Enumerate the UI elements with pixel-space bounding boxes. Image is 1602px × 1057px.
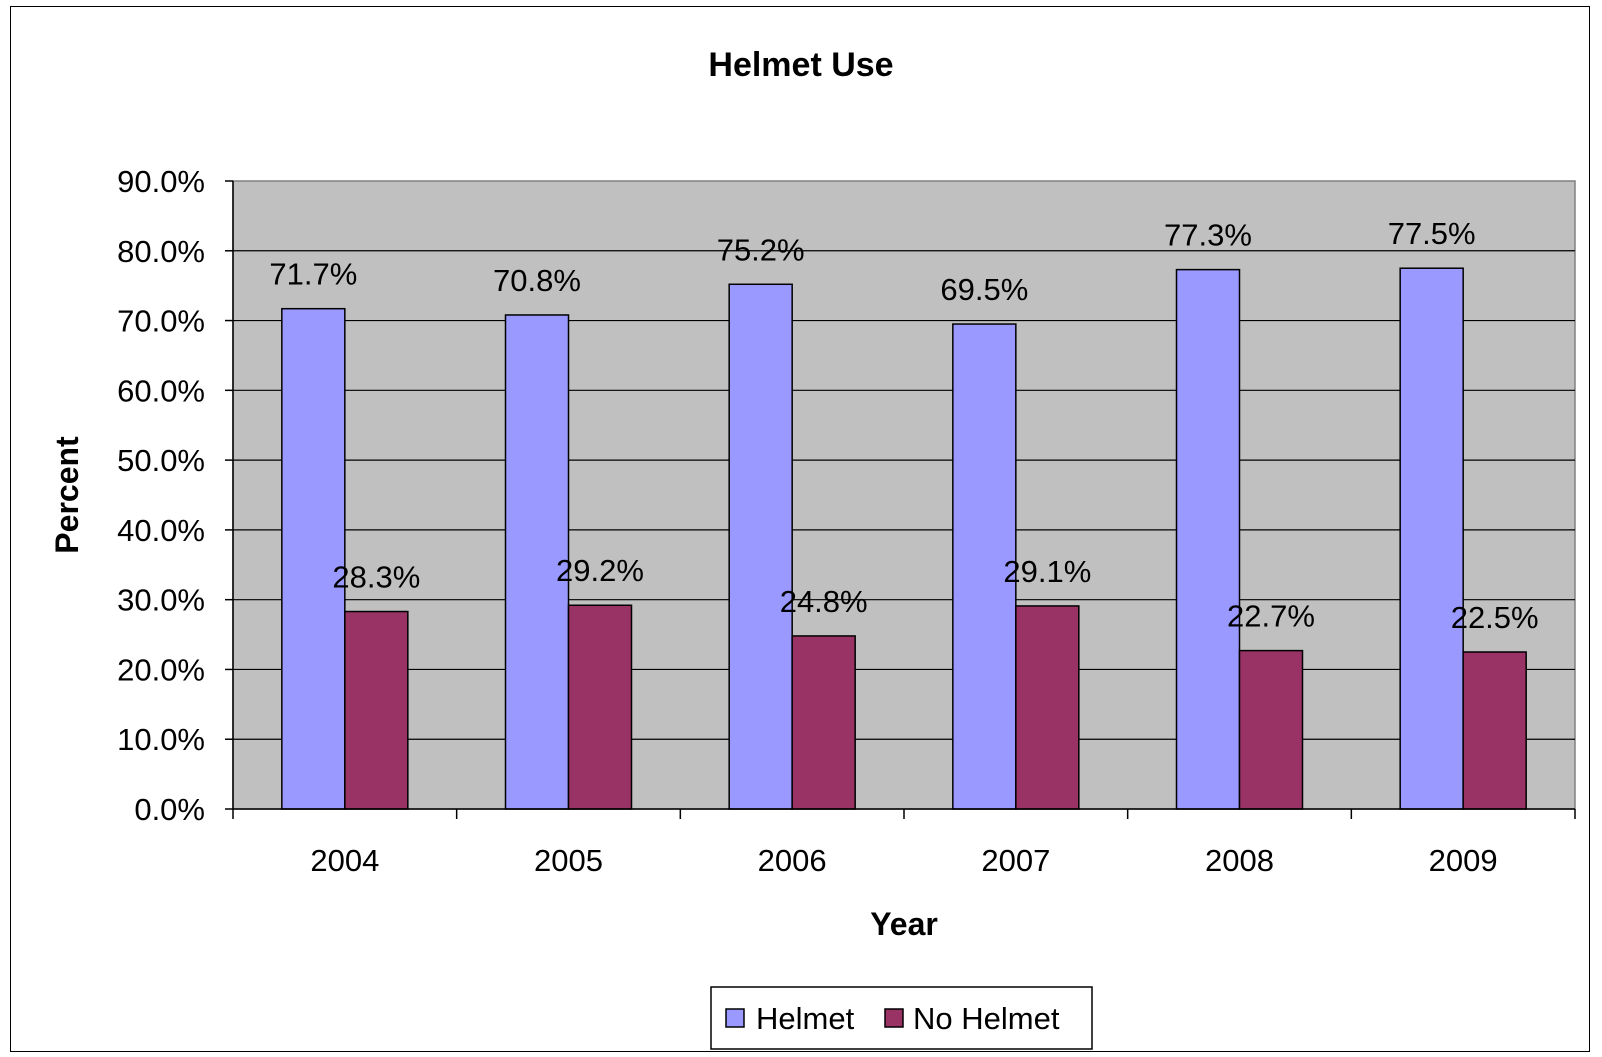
bar-no-helmet [1462,651,1527,810]
bar-helmet [952,323,1017,810]
y-tick-label: 50.0% [117,443,205,478]
legend: Helmet No Helmet [710,986,1093,1050]
data-label-helmet: 75.2% [717,232,805,267]
y-tick-label: 90.0% [117,164,205,199]
bar-no-helmet [1238,649,1304,810]
bar-no-helmet [344,610,409,810]
data-label-helmet: 70.8% [493,263,581,298]
bar-helmet [728,283,793,810]
y-tick-label: 30.0% [117,583,205,618]
bar-helmet [1399,267,1464,810]
axes: 0.0% 10.0% 20.0% 30.0% 40.0% 50.0% 60.0% 70.0% 8… [117,164,1576,878]
bar-no-helmet [567,604,633,810]
bars [281,267,1527,810]
plot-area [232,180,1576,810]
x-tick-label: 2009 [1429,843,1498,878]
data-label-no-helmet: 24.8% [780,584,868,619]
x-tick-label: 2006 [758,843,827,878]
legend-label-helmet: Helmet [756,1001,855,1036]
data-label-helmet: 77.3% [1164,218,1252,253]
x-tick-label: 2004 [310,843,379,878]
x-tick-label: 2005 [534,843,603,878]
y-tick-label: 20.0% [117,652,205,687]
data-label-no-helmet: 22.7% [1227,599,1315,634]
y-axis-title: Percent [49,436,85,554]
data-label-no-helmet: 29.2% [556,553,644,588]
gridlines [233,250,1575,740]
legend-swatch-no-helmet [884,1008,904,1028]
chart-title: Helmet Use [708,46,893,84]
chart-frame [10,6,1590,1052]
legend-label-no-helmet: No Helmet [913,1001,1060,1036]
y-tick-label: 70.0% [117,304,205,339]
bar-no-helmet [1015,605,1080,810]
bar-helmet [1175,268,1241,810]
data-labels: 71.7% 28.3% 70.8% 29.2% 75.2% 24.8% 69.5% 29.1%… [269,216,1538,635]
legend-swatch-helmet [725,1008,745,1028]
y-tick-label: 10.0% [117,722,205,757]
data-label-helmet: 69.5% [940,272,1028,307]
bar-no-helmet [791,635,856,810]
data-label-helmet: 71.7% [269,257,357,292]
y-tick-label: 60.0% [117,373,205,408]
data-label-no-helmet: 29.1% [1003,554,1091,589]
y-tick-label: 80.0% [117,234,205,269]
bar-helmet [504,314,570,810]
data-label-helmet: 77.5% [1388,216,1476,251]
y-tick-label: 0.0% [134,792,205,827]
x-tick-label: 2008 [1205,843,1274,878]
data-label-no-helmet: 28.3% [332,560,420,595]
x-axis-title: Year [870,906,938,942]
data-label-no-helmet: 22.5% [1451,600,1539,635]
x-tick-label: 2007 [981,843,1050,878]
y-tick-label: 40.0% [117,513,205,548]
